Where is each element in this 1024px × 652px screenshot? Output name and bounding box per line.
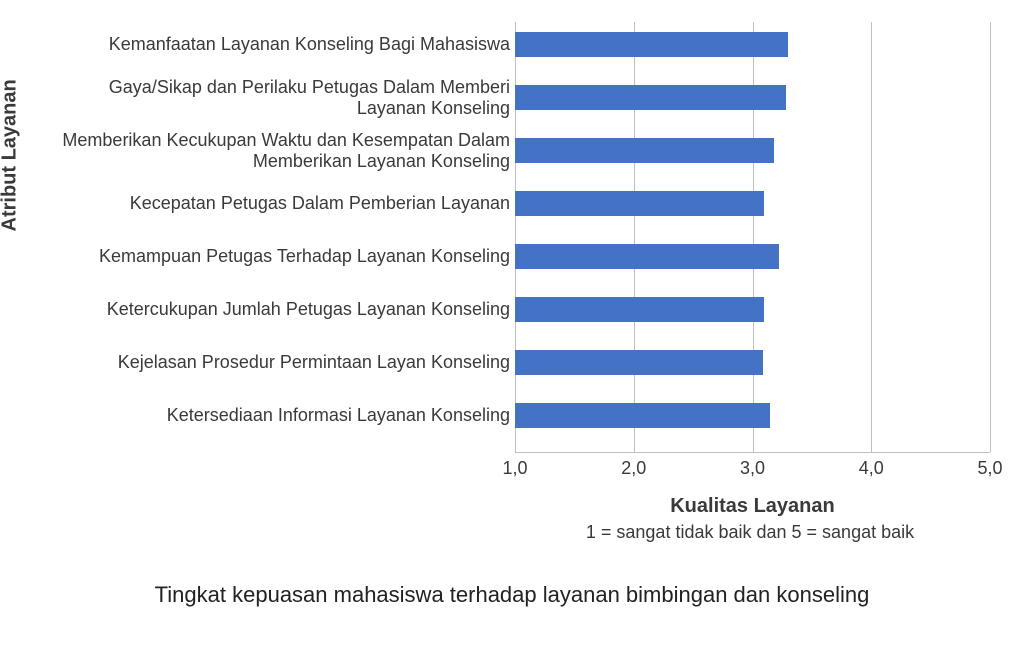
category-label: Ketercukupan Jumlah Petugas Layanan Kons… — [40, 299, 510, 320]
category-label: Kecepatan Petugas Dalam Pemberian Layana… — [40, 193, 510, 214]
x-axis-title: Kualitas Layanan — [515, 495, 990, 518]
bar — [515, 350, 763, 375]
bar — [515, 85, 786, 110]
x-tick-label: 2,0 — [614, 458, 654, 479]
bar — [515, 138, 774, 163]
bar — [515, 32, 788, 57]
chart-container: Atribut Layanan Kemanfaatan Layanan Kons… — [0, 0, 1024, 652]
category-labels: Kemanfaatan Layanan Konseling Bagi Mahas… — [30, 22, 510, 452]
gridline — [990, 22, 991, 452]
bar — [515, 297, 764, 322]
category-label: Ketersediaan Informasi Layanan Konseling — [40, 405, 510, 426]
bar — [515, 403, 770, 428]
x-tick-label: 4,0 — [851, 458, 891, 479]
x-tick-label: 5,0 — [970, 458, 1010, 479]
chart-caption: Tingkat kepuasan mahasiswa terhadap laya… — [0, 582, 1024, 608]
category-label: Gaya/Sikap dan Perilaku Petugas Dalam Me… — [40, 77, 510, 119]
bar — [515, 244, 779, 269]
gridline — [871, 22, 872, 452]
category-label: Kemampuan Petugas Terhadap Layanan Konse… — [40, 246, 510, 267]
category-label: Kemanfaatan Layanan Konseling Bagi Mahas… — [40, 34, 510, 55]
x-tick-label: 1,0 — [495, 458, 535, 479]
bar — [515, 191, 764, 216]
y-axis-title: Atribut Layanan — [0, 212, 22, 232]
x-axis-subtitle: 1 = sangat tidak baik dan 5 = sangat bai… — [490, 522, 1010, 543]
category-label: Kejelasan Prosedur Permintaan Layan Kons… — [40, 352, 510, 373]
category-label: Memberikan Kecukupan Waktu dan Kesempata… — [40, 130, 510, 172]
x-tick-label: 3,0 — [733, 458, 773, 479]
